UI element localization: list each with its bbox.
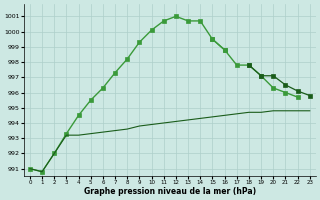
- X-axis label: Graphe pression niveau de la mer (hPa): Graphe pression niveau de la mer (hPa): [84, 187, 256, 196]
